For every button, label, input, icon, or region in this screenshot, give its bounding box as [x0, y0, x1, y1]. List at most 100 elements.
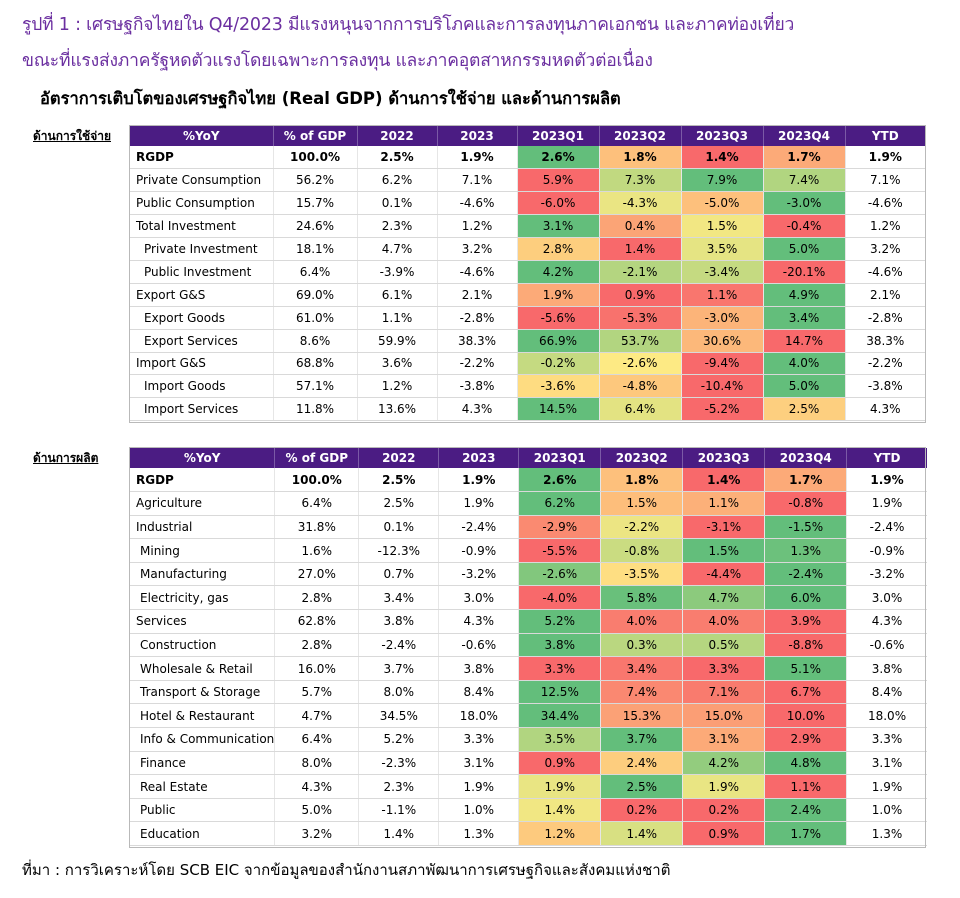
cell-2023: -2.8% — [436, 306, 517, 330]
table-row: Export Goods 61.0% 1.1% -2.8% -5.6% -5.3% -3.0… — [130, 306, 925, 330]
cell-2023q4: 5.0% — [762, 374, 845, 399]
row-label-export-g-s: Export G&S — [130, 283, 273, 307]
table-row: Education 3.2% 1.4% 1.3% 1.2% 1.4% 0.9% 1.7% 1.3… — [130, 821, 927, 846]
production-growth-table: %YoY% of GDP 2022 2023 2023Q1 2023Q2 2023Q3 20… — [130, 448, 927, 846]
cell-2022: 3.4% — [358, 585, 439, 611]
cell-of-gdp: 2.8% — [274, 633, 359, 658]
cell-2023q3: 1.1% — [682, 491, 765, 516]
expenditure-growth-table: %YoY% of GDP 2022 2023 2023Q1 2023Q2 2023Q3 20… — [130, 126, 925, 422]
cell-2023q4: 2.9% — [764, 727, 847, 752]
cell-2022: 2.5% — [358, 491, 439, 516]
cell-ytd: 1.2% — [844, 214, 925, 239]
cell-of-gdp: 69.0% — [272, 283, 357, 307]
cell-2023q2: 4.0% — [600, 609, 683, 634]
cell-2023: -2.2% — [436, 352, 517, 376]
cell-2023q2: 0.2% — [600, 798, 683, 823]
cell-2023q4: -8.8% — [764, 633, 847, 658]
cell-ytd: 3.3% — [846, 727, 927, 752]
cell-2023q1: -5.5% — [518, 538, 601, 563]
row-label-transport-storage: Transport & Storage — [130, 680, 275, 705]
source-note: ที่มา : การวิเคราะห์โดย SCB EIC จากข้อมู… — [22, 861, 671, 879]
figure-heading-line-1: รูปที่ 1 : เศรษฐกิจไทยใน Q4/2023 มีแรงหน… — [22, 15, 795, 35]
cell-2023: 1.9% — [438, 491, 519, 516]
cell-2022: 34.5% — [358, 703, 439, 729]
cell-2022: 8.0% — [358, 680, 439, 705]
cell-2023q2: -3.5% — [600, 562, 683, 587]
cell-2023q1: 2.6% — [516, 146, 599, 170]
cell-of-gdp: 68.8% — [272, 352, 357, 376]
cell-2023q4: 6.0% — [764, 585, 847, 611]
cell-2023q3: 0.9% — [682, 821, 765, 846]
cell-2023: 1.2% — [436, 214, 517, 239]
cell-2023q3: -3.0% — [680, 306, 763, 330]
cell-2023: 1.3% — [438, 821, 519, 846]
cell-2023: 4.3% — [436, 397, 517, 422]
cell-2023q1: 2.6% — [518, 468, 601, 493]
cell-2023q1: 14.5% — [516, 397, 599, 422]
cell-2023: 18.0% — [438, 703, 519, 729]
cell-2023q1: 3.3% — [518, 656, 601, 681]
cell-ytd: -3.8% — [844, 374, 925, 399]
cell-2023q1: 3.5% — [518, 727, 601, 752]
cell-2023: -4.6% — [436, 260, 517, 284]
cell-2022: -2.4% — [358, 633, 439, 658]
cell-2023: -2.4% — [438, 515, 519, 540]
cell-2023: 7.1% — [436, 168, 517, 193]
table-header-row: %YoY% of GDP 2022 2023 2023Q1 2023Q2 2023Q3 20… — [130, 126, 925, 146]
cell-2023q3: 3.1% — [682, 727, 765, 752]
cell-of-gdp: 15.7% — [272, 191, 357, 216]
cell-2023q2: 1.4% — [600, 821, 683, 846]
cell-ytd: 3.2% — [844, 237, 925, 261]
table-row: Info & Communication 6.4% 5.2% 3.3% 3.5% 3.7%… — [130, 727, 927, 752]
cell-2023q1: -4.0% — [518, 585, 601, 611]
cell-2023: 38.3% — [436, 329, 517, 353]
cell-2023q1: 34.4% — [518, 703, 601, 729]
cell-2022: -12.3% — [358, 538, 439, 563]
cell-2023q3: 7.9% — [680, 168, 763, 193]
cell-of-gdp: 1.6% — [274, 538, 359, 563]
cell-2023q2: 15.3% — [600, 703, 683, 729]
cell-of-gdp: 31.8% — [274, 515, 359, 540]
row-label-import-services: Import Services — [130, 397, 273, 422]
table-row: Real Estate 4.3% 2.3% 1.9% 1.9% 2.5% 1.9% 1.1% 1… — [130, 774, 927, 799]
cell-2023: -3.8% — [436, 374, 517, 399]
cell-2023q1: -2.9% — [518, 515, 601, 540]
row-label-total-investment: Total Investment — [130, 214, 273, 239]
cell-2023: 1.9% — [438, 774, 519, 799]
cell-ytd: 8.4% — [846, 680, 927, 705]
cell-2023: -0.6% — [438, 633, 519, 658]
cell-2022: 2.5% — [356, 146, 437, 170]
cell-2023q4: 1.3% — [764, 538, 847, 563]
cell-2023q1: -3.6% — [516, 374, 599, 399]
row-label-import-goods: Import Goods — [130, 374, 273, 399]
table-row: Manufacturing 27.0% 0.7% -3.2% -2.6% -3.5% -4.… — [130, 562, 927, 587]
cell-2023q1: 6.2% — [518, 491, 601, 516]
cell-2023q4: 1.1% — [764, 774, 847, 799]
cell-2023q2: -2.2% — [600, 515, 683, 540]
cell-ytd: -2.4% — [846, 515, 927, 540]
cell-2023q4: 4.8% — [764, 751, 847, 776]
cell-of-gdp: 4.3% — [274, 774, 359, 799]
column-header-of-gdp: % of GDP — [272, 126, 357, 146]
cell-2023q1: 66.9% — [516, 329, 599, 353]
cell-2023q4: 1.7% — [764, 468, 847, 493]
cell-2023q1: 3.8% — [518, 633, 601, 658]
cell-2023q1: -5.6% — [516, 306, 599, 330]
cell-2023q2: 3.7% — [600, 727, 683, 752]
cell-2023q2: 5.8% — [600, 585, 683, 611]
cell-2023q4: 5.1% — [764, 656, 847, 681]
cell-2022: 4.7% — [356, 237, 437, 261]
cell-2023q2: 53.7% — [598, 329, 681, 353]
row-label-public-consumption: Public Consumption — [130, 191, 273, 216]
cell-2022: 0.1% — [356, 191, 437, 216]
column-header-yoy: %YoY — [130, 448, 275, 468]
cell-2023q1: 1.2% — [518, 821, 601, 846]
cell-2023q2: 7.4% — [600, 680, 683, 705]
cell-2022: 13.6% — [356, 397, 437, 422]
cell-ytd: 1.9% — [846, 468, 927, 493]
cell-ytd: 1.9% — [846, 491, 927, 516]
cell-ytd: -0.9% — [846, 538, 927, 563]
cell-2023q2: 1.8% — [598, 146, 681, 170]
row-label-finance: Finance — [130, 751, 275, 776]
cell-ytd: -2.2% — [844, 352, 925, 376]
